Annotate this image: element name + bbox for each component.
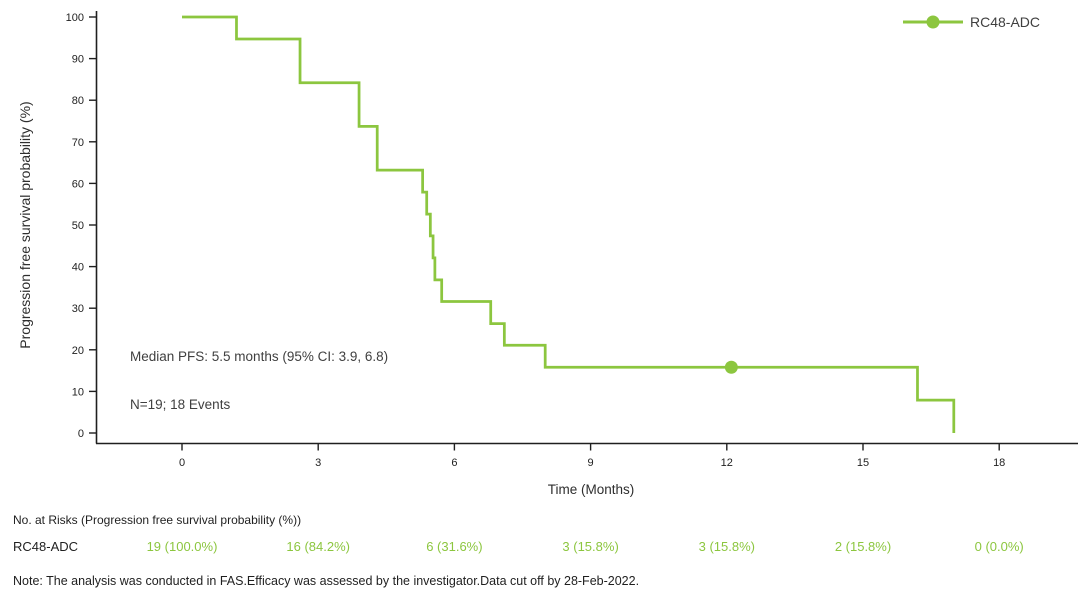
x-axis-ticks: 0 3 6 9 12 15 18 xyxy=(179,443,1005,469)
annotation-n-events: N=19; 18 Events xyxy=(130,397,230,412)
x-tick-label: 0 xyxy=(179,457,185,469)
y-tick-label: 90 xyxy=(72,54,84,66)
risk-value: 0 (0.0%) xyxy=(975,539,1024,554)
censor-marker xyxy=(724,360,738,374)
y-tick-label: 0 xyxy=(78,428,84,440)
y-tick-label: 100 xyxy=(66,12,84,24)
legend-marker-icon xyxy=(926,15,940,29)
risk-table-row-label: RC48-ADC xyxy=(13,539,78,554)
risk-value: 2 (15.8%) xyxy=(835,539,891,554)
axes xyxy=(95,11,1078,445)
y-tick-label: 70 xyxy=(72,137,84,149)
risk-value: 3 (15.8%) xyxy=(699,539,755,554)
x-axis-title: Time (Months) xyxy=(548,482,635,497)
y-tick-label: 80 xyxy=(72,95,84,107)
x-tick-label: 9 xyxy=(588,457,594,469)
x-tick-label: 12 xyxy=(721,457,733,469)
risk-value: 19 (100.0%) xyxy=(147,539,218,554)
footnote: Note: The analysis was conducted in FAS.… xyxy=(13,574,639,588)
y-tick-label: 30 xyxy=(72,303,84,315)
x-tick-label: 3 xyxy=(315,457,321,469)
y-tick-label: 60 xyxy=(72,178,84,190)
risk-table-title: No. at Risks (Progression free survival … xyxy=(13,513,301,527)
legend: RC48-ADC xyxy=(903,14,1040,30)
y-axis-ticks: 0 10 20 30 40 50 60 70 80 90 100 xyxy=(66,12,96,440)
censor-markers xyxy=(724,360,738,374)
risk-value: 16 (84.2%) xyxy=(286,539,350,554)
y-tick-label: 20 xyxy=(72,345,84,357)
x-tick-label: 18 xyxy=(993,457,1005,469)
y-tick-label: 10 xyxy=(72,386,84,398)
risk-table-values: 19 (100.0%) 16 (84.2%) 6 (31.6%) 3 (15.8%) 3… xyxy=(147,539,1024,554)
x-tick-label: 6 xyxy=(451,457,457,469)
risk-table: No. at Risks (Progression free survival … xyxy=(13,513,1024,554)
x-tick-label: 15 xyxy=(857,457,869,469)
risk-value: 3 (15.8%) xyxy=(562,539,618,554)
legend-series-label: RC48-ADC xyxy=(970,14,1040,30)
risk-value: 6 (31.6%) xyxy=(426,539,482,554)
y-tick-label: 40 xyxy=(72,262,84,274)
y-axis-title: Progression free survival probability (%… xyxy=(17,101,33,348)
y-tick-label: 50 xyxy=(72,220,84,232)
annotation-median-pfs: Median PFS: 5.5 months (95% CI: 3.9, 6.8… xyxy=(130,349,388,364)
survival-curve xyxy=(182,15,956,433)
